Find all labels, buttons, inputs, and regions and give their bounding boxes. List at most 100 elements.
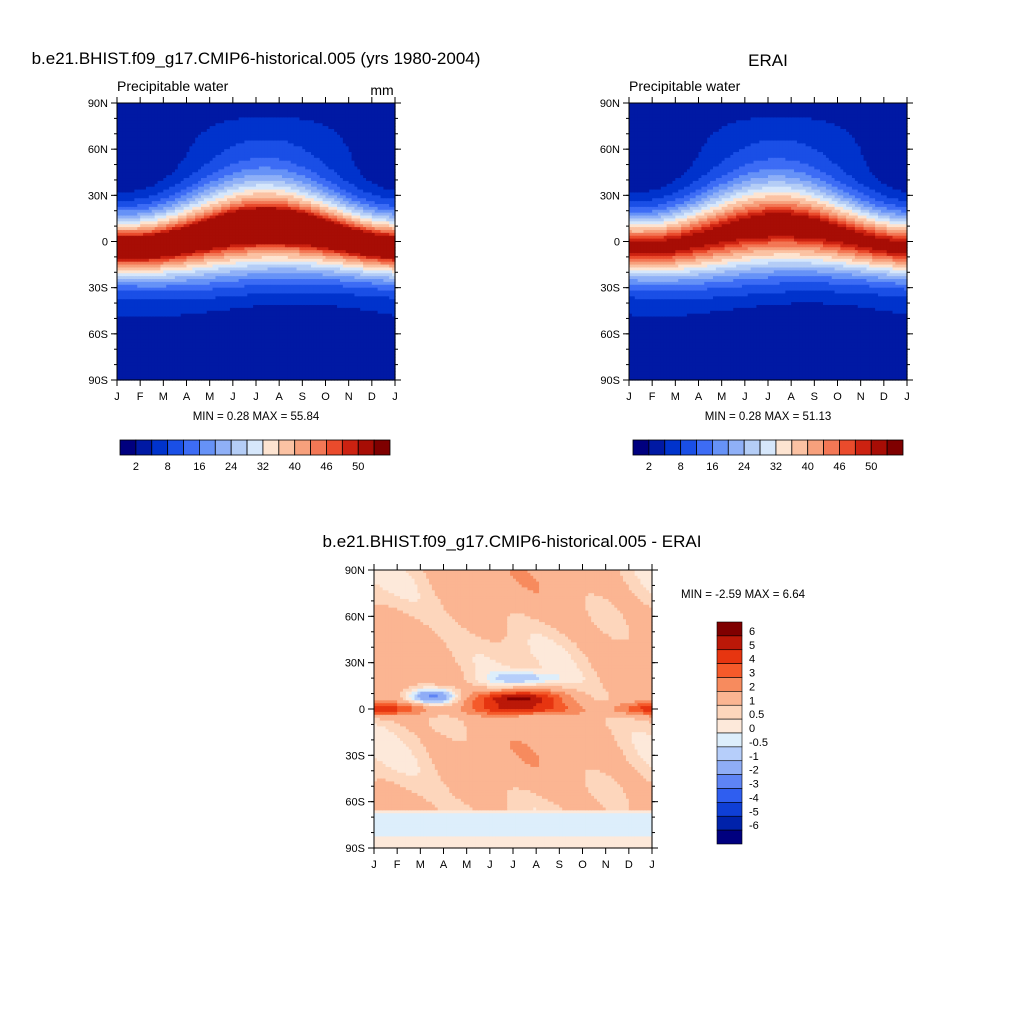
model-xtick-label: M (205, 391, 214, 403)
model-colorbar-swatch (199, 440, 215, 455)
model-xtick-label: J (392, 391, 398, 403)
erai-colorbar-tick-label: 8 (678, 461, 684, 473)
model-colorbar-tick-label: 24 (225, 461, 237, 473)
erai-xtick-label: J (626, 391, 632, 403)
erai-colorbar-tick-label: 2 (646, 461, 652, 473)
erai-colorbar-swatch (712, 440, 728, 455)
difference-xtick-label: O (578, 859, 587, 871)
erai-xtick-label: A (787, 391, 795, 403)
erai-ytick-label: 90N (600, 98, 620, 110)
model-panel-units: mm (370, 82, 393, 98)
difference-ytick-label: 60S (345, 797, 365, 809)
difference-min-max: MIN = -2.59 MAX = 6.64 (681, 589, 806, 601)
erai-colorbar-swatch (649, 440, 665, 455)
difference-colorbar-swatch (717, 830, 742, 844)
erai-xtick-label: D (880, 391, 888, 403)
difference-colorbar-swatch (717, 719, 742, 733)
model-panel-subtitle: Precipitable water (117, 78, 229, 94)
difference-xtick-label: J (649, 859, 655, 871)
erai-colorbar-swatch (792, 440, 808, 455)
erai-ytick-label: 0 (614, 237, 620, 249)
erai-colorbar-tick-label: 16 (706, 461, 718, 473)
model-colorbar-swatch (215, 440, 231, 455)
difference-xtick-label: M (462, 859, 471, 871)
model-xtick-label: J (114, 391, 120, 403)
difference-xtick-label: J (510, 859, 516, 871)
difference-panel: b.e21.BHIST.f09_g17.CMIP6-historical.005… (323, 532, 806, 871)
erai-xtick-label: O (833, 391, 842, 403)
difference-colorbar-tick-label: 3 (749, 668, 755, 680)
model-ytick-label: 30N (88, 190, 108, 202)
model-ytick-label: 90S (88, 375, 108, 387)
model-ytick-label: 90N (88, 98, 108, 110)
model-colorbar-tick-label: 8 (165, 461, 171, 473)
model-colorbar-swatch (120, 440, 136, 455)
model-ytick-label: 60S (88, 329, 108, 341)
erai-colorbar-swatch (665, 440, 681, 455)
difference-colorbar-swatch (717, 802, 742, 816)
difference-colorbar-swatch (717, 691, 742, 705)
difference-colorbar-tick-label: 2 (749, 681, 755, 693)
model-colorbar-swatch (342, 440, 358, 455)
difference-ytick-label: 60N (345, 611, 365, 623)
difference-colorbar-tick-label: 5 (749, 640, 755, 652)
difference-colorbar-swatch (717, 664, 742, 678)
erai-xtick-label: J (765, 391, 771, 403)
erai-colorbar-swatch (697, 440, 713, 455)
model-colorbar-tick-label: 2 (133, 461, 139, 473)
erai-panel-subtitle: Precipitable water (629, 78, 741, 94)
erai-colorbar-tick-label: 50 (865, 461, 877, 473)
erai-colorbar-swatch (776, 440, 792, 455)
difference-colorbar-tick-label: -0.5 (749, 737, 768, 749)
difference-xtick-label: J (487, 859, 493, 871)
model-colorbar-swatch (152, 440, 168, 455)
model-contour-field (117, 103, 396, 381)
difference-ytick-label: 0 (359, 704, 365, 716)
erai-ytick-label: 60S (600, 329, 620, 341)
erai-colorbar-swatch (728, 440, 744, 455)
model-colorbar-swatch (231, 440, 247, 455)
model-ytick-label: 60N (88, 144, 108, 156)
model-xtick-label: A (275, 391, 283, 403)
difference-xtick-label: D (625, 859, 633, 871)
erai-ytick-label: 30S (600, 283, 620, 295)
difference-ytick-label: 90N (345, 565, 365, 577)
erai-colorbar-tick-label: 32 (770, 461, 782, 473)
erai-xtick-label: A (695, 391, 703, 403)
difference-colorbar-tick-label: 0 (749, 723, 755, 735)
erai-panel-title: ERAI (748, 51, 788, 70)
difference-xtick-label: N (602, 859, 610, 871)
erai-colorbar-tick-label: 46 (833, 461, 845, 473)
difference-ytick-label: 30N (345, 658, 365, 670)
difference-colorbar-tick-label: -1 (749, 751, 759, 763)
difference-ytick-label: 30S (345, 750, 365, 762)
erai-ytick-label: 60N (600, 144, 620, 156)
erai-xtick-label: S (811, 391, 818, 403)
model-colorbar-swatch (184, 440, 200, 455)
difference-colorbar-swatch (717, 775, 742, 789)
difference-colorbar-swatch (717, 678, 742, 692)
difference-xtick-label: F (394, 859, 401, 871)
difference-ytick-label: 90S (345, 843, 365, 855)
difference-colorbar-tick-label: 0.5 (749, 709, 764, 721)
difference-colorbar-swatch (717, 789, 742, 803)
difference-colorbar-tick-label: 6 (749, 626, 755, 638)
model-ytick-label: 30S (88, 283, 108, 295)
erai-xtick-label: M (717, 391, 726, 403)
erai-ytick-label: 90S (600, 375, 620, 387)
difference-xtick-label: A (440, 859, 448, 871)
difference-colorbar-tick-label: -6 (749, 820, 759, 832)
model-colorbar-tick-label: 50 (352, 461, 364, 473)
difference-colorbar-swatch (717, 816, 742, 830)
model-colorbar-swatch (358, 440, 374, 455)
erai-panel: ERAI Precipitable water 90N60N30N030S60S… (600, 51, 913, 473)
model-xtick-label: O (321, 391, 330, 403)
difference-colorbar-tick-label: 4 (749, 654, 755, 666)
model-xtick-label: S (299, 391, 306, 403)
model-min-max: MIN = 0.28 MAX = 55.84 (193, 411, 320, 423)
difference-xtick-label: S (556, 859, 563, 871)
erai-colorbar-swatch (808, 440, 824, 455)
model-colorbar-swatch (168, 440, 184, 455)
erai-colorbar: 2 8 16 24 32 40 46 50 (633, 440, 903, 473)
